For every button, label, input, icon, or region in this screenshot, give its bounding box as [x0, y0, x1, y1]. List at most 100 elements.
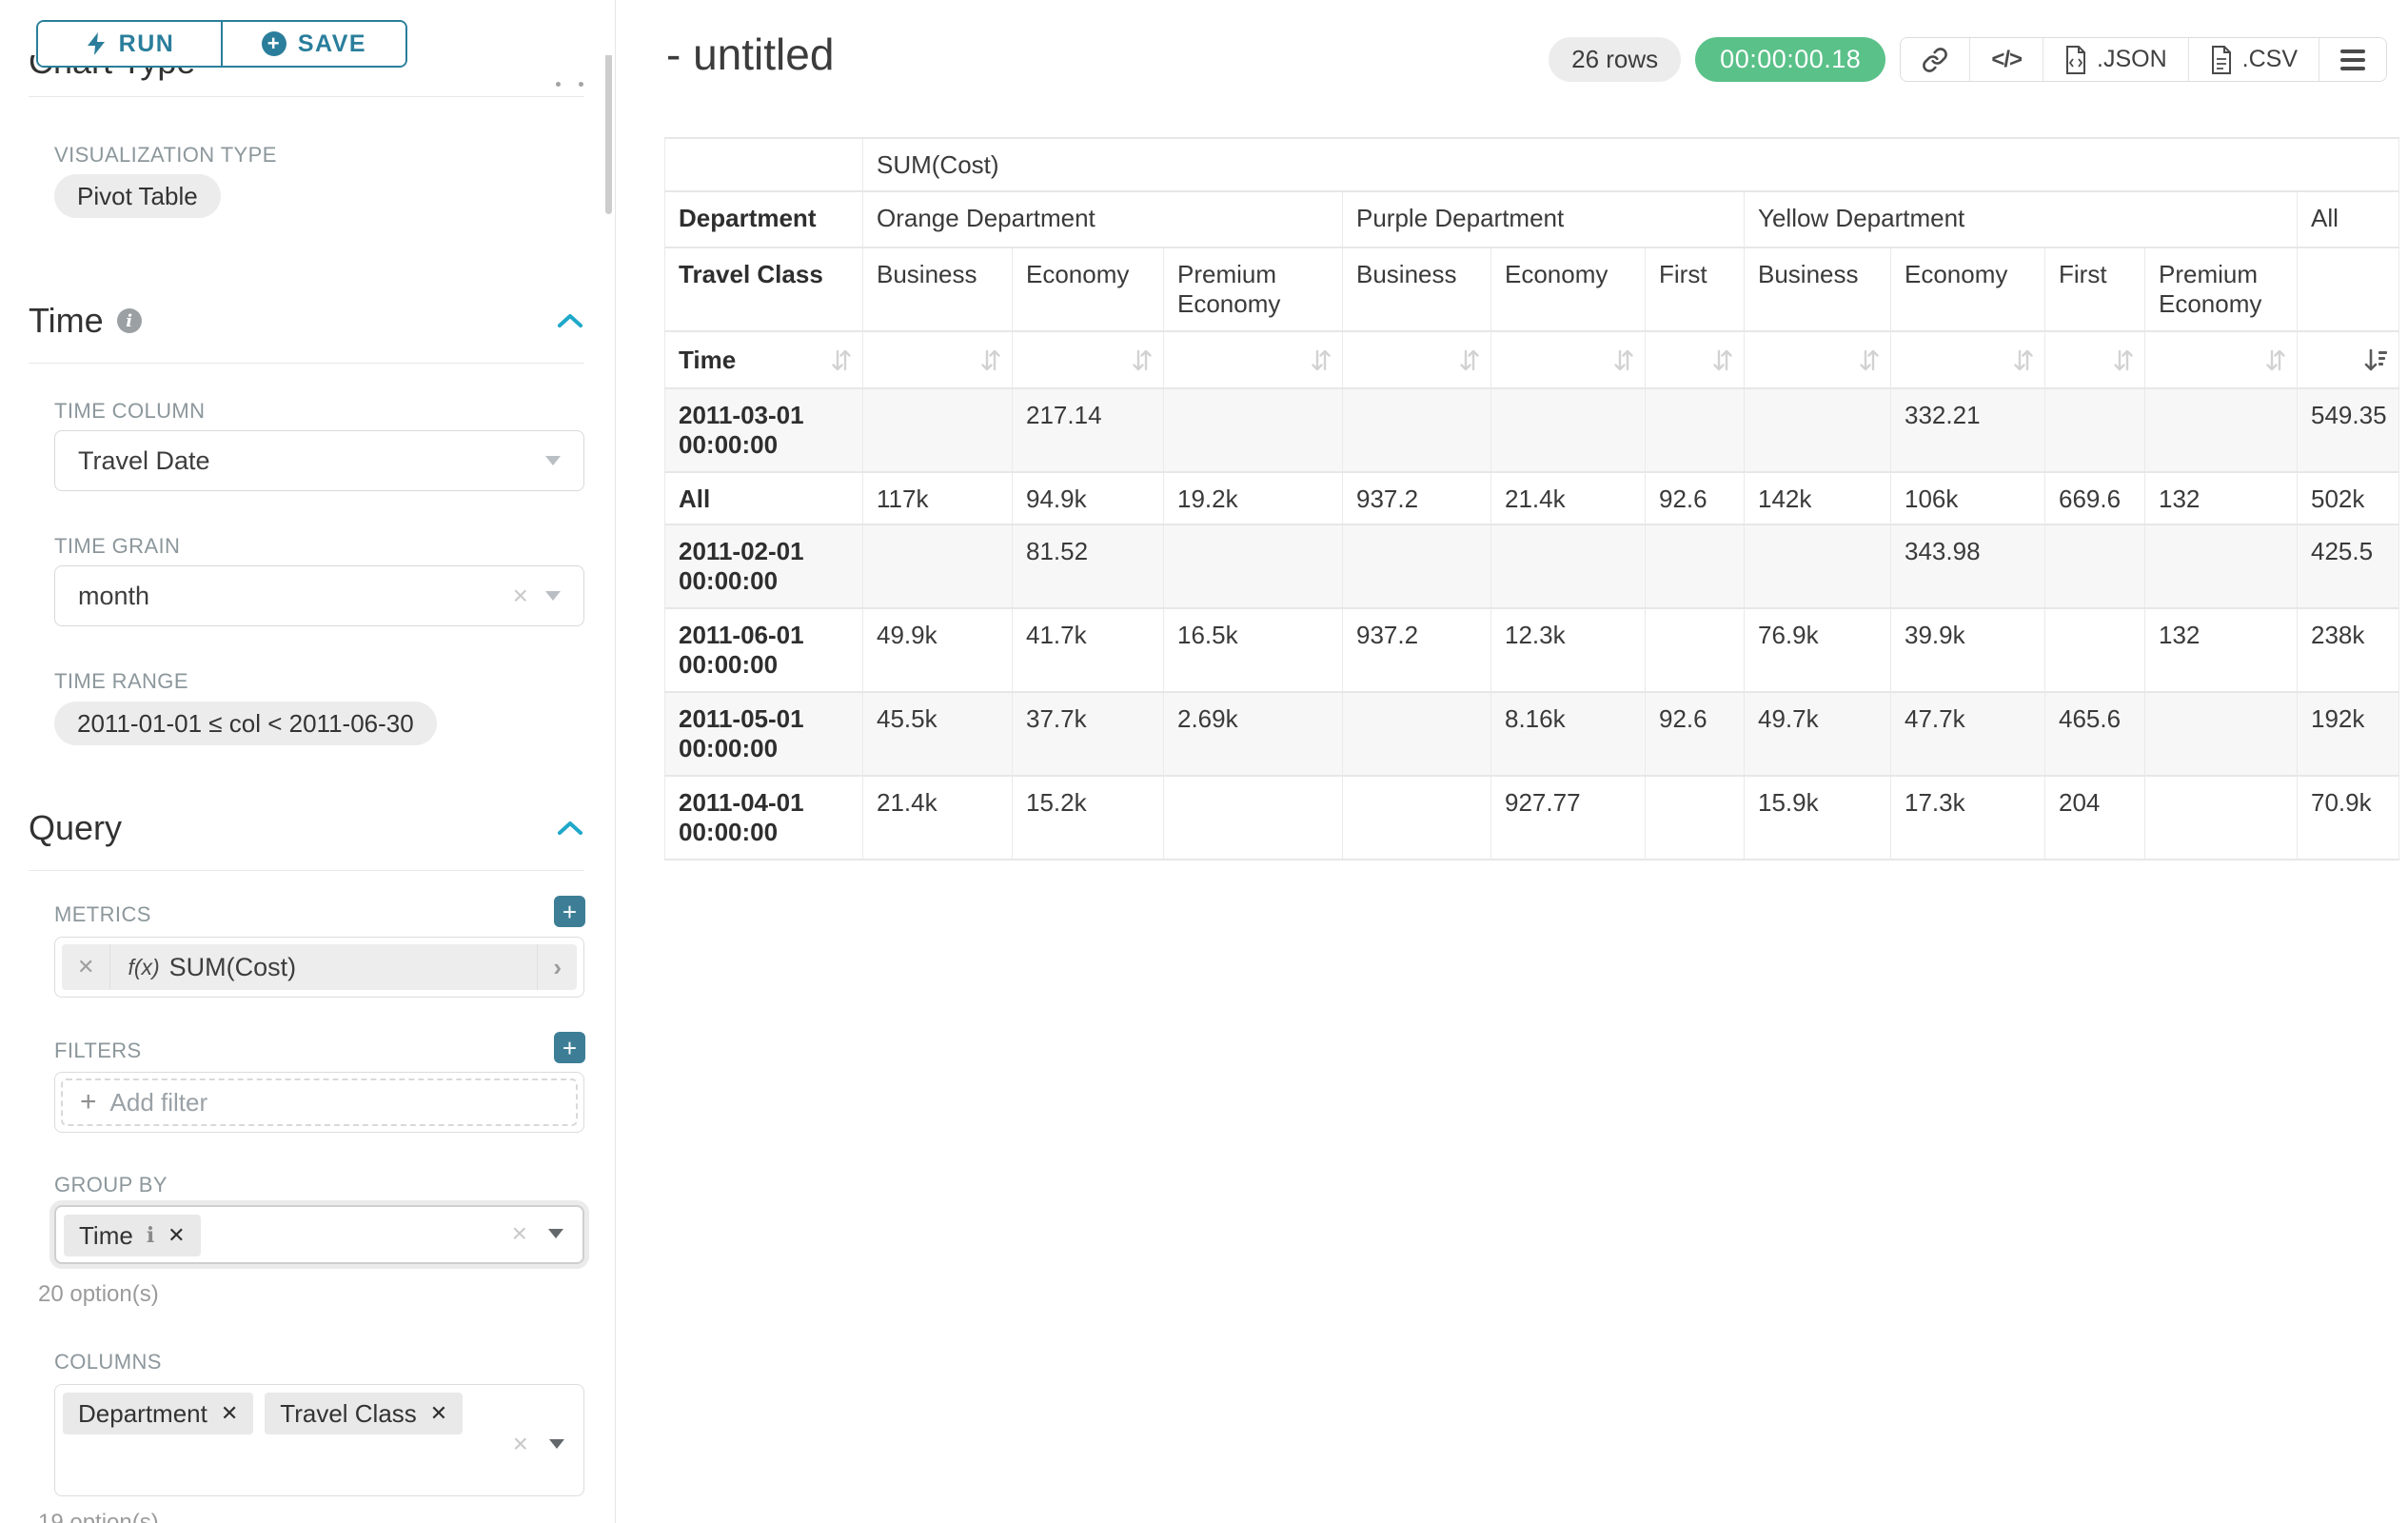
columns-options-count: 19 option(s) [38, 1510, 159, 1523]
columns-select[interactable]: Department ✕ Travel Class ✕ × [54, 1384, 584, 1496]
dimension-tag[interactable]: Time i ✕ [64, 1215, 201, 1256]
cell: 2.69k [1163, 691, 1343, 777]
cell: 8.16k [1490, 691, 1646, 777]
cell: 204 [2044, 775, 2145, 860]
cell [1744, 387, 1891, 473]
chevron-right-icon[interactable]: › [537, 944, 577, 990]
save-button-label: SAVE [297, 30, 367, 57]
collapse-caret-icon[interactable] [556, 820, 584, 837]
column-header: First [2044, 247, 2145, 332]
sort-toggle-icon[interactable] [1612, 347, 1635, 373]
section-divider [29, 363, 584, 364]
viz-type-pill[interactable]: Pivot Table [54, 174, 221, 218]
cell [862, 387, 1013, 473]
time-range-label: TIME RANGE [54, 669, 188, 693]
metrics-container: ✕ f(x) SUM(Cost) › [54, 937, 584, 998]
add-filter-button[interactable]: + [554, 1032, 585, 1063]
sort-cell[interactable] [1645, 330, 1745, 389]
time-range-pill[interactable]: 2011-01-01 ≤ col < 2011-06-30 [54, 702, 437, 745]
remove-metric-icon[interactable]: ✕ [62, 944, 111, 990]
cell: 12.3k [1490, 607, 1646, 693]
add-filter-dropzone[interactable]: + Add filter [61, 1078, 578, 1126]
cell: 927.77 [1490, 775, 1646, 860]
cell [2044, 524, 2145, 609]
chevron-down-icon [545, 591, 561, 601]
time-column-select[interactable]: Travel Date [54, 430, 584, 491]
add-metric-button[interactable]: + [554, 896, 585, 927]
sort-cell[interactable] [2044, 330, 2145, 389]
sort-toggle-icon[interactable] [1858, 347, 1881, 373]
metric-header-row: SUM(Cost) [664, 137, 2400, 192]
column-group-header: All [2296, 190, 2400, 248]
sort-toggle-icon[interactable] [830, 347, 853, 373]
save-button[interactable]: + SAVE [221, 22, 405, 66]
sort-cell[interactable] [862, 330, 1013, 389]
table-row: 2011-06-01 00:00:00 49.9k 41.7k 16.5k 937.2 1… [664, 607, 2400, 693]
sort-toggle-icon[interactable] [2264, 347, 2287, 373]
column-dimension-label: Department [664, 190, 863, 248]
column-header: Premium Economy [1163, 247, 1343, 332]
cell: 343.98 [1890, 524, 2045, 609]
remove-tag-icon[interactable]: ✕ [220, 1401, 239, 1425]
sort-toggle-icon[interactable] [979, 347, 1002, 373]
time-section-header: Time i [29, 301, 584, 341]
more-options-button[interactable] [2319, 38, 2386, 81]
group-by-options-count: 20 option(s) [38, 1281, 159, 1307]
cell: 937.2 [1342, 607, 1491, 693]
clear-icon[interactable]: × [512, 581, 528, 610]
sort-cell[interactable] [1342, 330, 1491, 389]
cell [1342, 691, 1491, 777]
columns-label: COLUMNS [54, 1350, 162, 1374]
clear-icon[interactable]: × [511, 1218, 527, 1248]
sort-cell[interactable] [2296, 330, 2400, 389]
cell: 21.4k [1490, 471, 1646, 525]
time-grain-value: month [78, 581, 150, 610]
sort-toggle-icon[interactable] [1131, 347, 1154, 373]
row-dimension-header[interactable]: Time [664, 330, 863, 389]
sort-cell[interactable] [2144, 330, 2298, 389]
cell: 49.9k [862, 607, 1013, 693]
export-json-button[interactable]: .JSON [2043, 38, 2188, 81]
metric-pill[interactable]: ✕ f(x) SUM(Cost) › [62, 944, 577, 990]
column-header: First [1645, 247, 1745, 332]
sort-toggle-icon[interactable] [2012, 347, 2035, 373]
export-csv-button[interactable]: .CSV [2187, 38, 2319, 81]
cell: 132 [2144, 607, 2298, 693]
sort-toggle-icon[interactable] [1711, 347, 1734, 373]
run-button[interactable]: RUN [38, 22, 221, 66]
remove-tag-icon[interactable]: ✕ [168, 1223, 186, 1247]
cell: 81.52 [1012, 524, 1164, 609]
cell: 669.6 [2044, 471, 2145, 525]
export-json-label: .JSON [2097, 46, 2167, 72]
sort-toggle-icon[interactable] [2112, 347, 2135, 373]
row-label: 2011-02-01 00:00:00 [664, 524, 863, 609]
sort-cell[interactable] [1163, 330, 1343, 389]
embed-code-button[interactable]: </> [1969, 38, 2043, 81]
copy-link-button[interactable] [1901, 38, 1970, 81]
sort-cell[interactable] [1490, 330, 1646, 389]
query-section-header: Query [29, 808, 584, 848]
filters-label: FILTERS [54, 1038, 142, 1062]
cell: 502k [2296, 471, 2400, 525]
sort-cell[interactable] [1012, 330, 1164, 389]
sidebar-scrollbar[interactable] [605, 0, 612, 214]
group-by-select[interactable]: Time i ✕ × [54, 1205, 584, 1264]
code-icon: </> [1991, 46, 2023, 72]
clear-icon[interactable]: × [512, 1429, 528, 1458]
dimension-tag[interactable]: Department ✕ [63, 1393, 254, 1434]
time-column-value: Travel Date [78, 445, 210, 475]
cell [1163, 524, 1343, 609]
column-header: Economy [1012, 247, 1164, 332]
plus-icon: + [80, 1086, 97, 1118]
sort-cell[interactable] [1744, 330, 1891, 389]
link-icon [1923, 47, 1948, 72]
sort-cell[interactable] [1890, 330, 2045, 389]
sort-toggle-icon[interactable] [1458, 347, 1481, 373]
collapse-caret-icon[interactable] [556, 312, 584, 329]
time-grain-select[interactable]: month × [54, 565, 584, 626]
remove-tag-icon[interactable]: ✕ [429, 1401, 448, 1425]
pivot-table-container: SUM(Cost) Department Orange Department Purp… [664, 137, 2400, 860]
dimension-tag[interactable]: Travel Class ✕ [265, 1393, 464, 1434]
sort-toggle-icon[interactable] [1310, 347, 1332, 373]
sort-desc-icon[interactable] [2363, 347, 2389, 373]
